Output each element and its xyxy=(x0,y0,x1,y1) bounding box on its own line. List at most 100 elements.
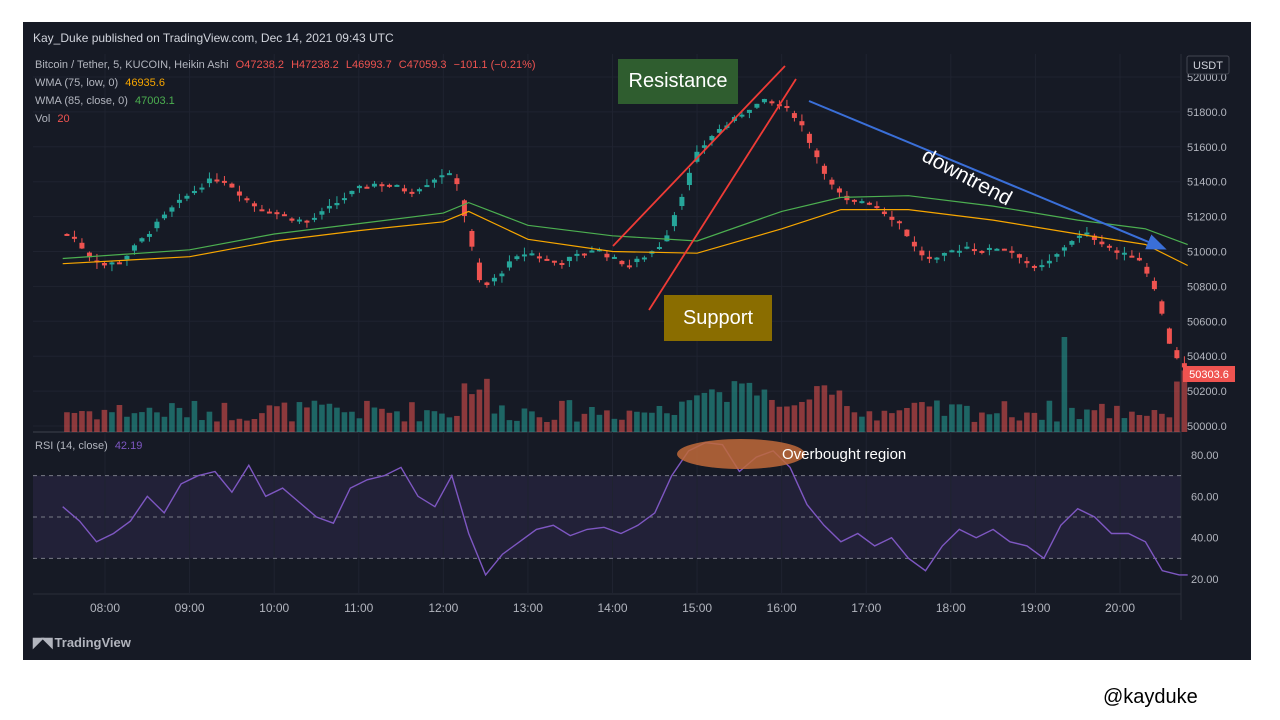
volume-bar xyxy=(394,411,400,432)
candle-body xyxy=(701,145,707,148)
time-tick-label: 18:00 xyxy=(936,601,966,615)
volume-bar xyxy=(94,419,100,432)
candle-body xyxy=(994,248,1000,251)
candle-body xyxy=(281,214,287,217)
volume-layer xyxy=(64,337,1188,432)
chart-canvas[interactable]: 50000.0 50200.0 50400.0 50600.0 50800.0 51000… xyxy=(23,22,1251,660)
candle-body xyxy=(836,188,842,193)
volume-bar xyxy=(139,412,145,432)
candle-body xyxy=(266,211,272,214)
close-value: C47059.3 xyxy=(398,59,447,71)
chart-frame: Kay_Duke published on TradingView.com, D… xyxy=(23,22,1251,660)
candle-body xyxy=(1174,350,1180,359)
candle-body xyxy=(146,233,152,237)
candle-body xyxy=(754,103,760,108)
volume-bar xyxy=(761,389,768,432)
candle-body xyxy=(131,245,137,251)
change-value: −101.1 (−0.21%) xyxy=(453,59,536,71)
candle-body xyxy=(956,250,962,253)
candle-body xyxy=(874,206,880,209)
volume-bar xyxy=(266,405,273,432)
volume-bar xyxy=(671,414,678,432)
tradingview-brand[interactable]: ◤◥ TradingView xyxy=(33,634,131,651)
volume-bar xyxy=(334,407,340,432)
volume-bar xyxy=(259,413,265,432)
volume-bar xyxy=(274,406,280,432)
volume-bar xyxy=(1106,418,1113,432)
candle-body xyxy=(829,179,835,185)
candle-body xyxy=(86,252,92,258)
volume-bar xyxy=(431,411,438,432)
volume-bar xyxy=(1166,417,1173,432)
price-tick-label: 50600.0 xyxy=(1187,316,1227,328)
volume-bar xyxy=(791,405,798,432)
time-tick-label: 13:00 xyxy=(513,601,543,615)
candle-body xyxy=(716,129,722,133)
candle-body xyxy=(671,215,677,227)
candle-body xyxy=(214,179,220,182)
price-tick-label: 50800.0 xyxy=(1187,281,1227,293)
candle-body xyxy=(559,263,565,266)
support-trendline[interactable] xyxy=(648,78,797,311)
candle-body xyxy=(304,220,310,223)
volume-bar xyxy=(326,403,333,432)
candle-body xyxy=(461,200,467,216)
candle-body xyxy=(1039,265,1045,268)
candle-body xyxy=(79,242,85,249)
time-axis[interactable]: 08:00 09:00 10:00 11:00 12:00 13:00 14:00 15:00… xyxy=(90,601,1135,615)
candle-body xyxy=(356,185,362,189)
price-pane[interactable] xyxy=(33,54,1181,432)
volume-bar xyxy=(979,412,985,432)
currency-badge[interactable] xyxy=(1186,55,1230,75)
candle-body xyxy=(1159,301,1165,314)
candle-body xyxy=(536,256,542,259)
volume-bar xyxy=(491,413,498,432)
volume-bar xyxy=(1084,409,1090,432)
price-axis[interactable]: 50000.0 50200.0 50400.0 50600.0 50800.0 51000… xyxy=(1187,72,1227,433)
rsi-tick-label: 20.00 xyxy=(1191,574,1219,586)
candle-body xyxy=(814,150,820,158)
volume-bar xyxy=(821,385,828,432)
candle-body xyxy=(769,101,775,104)
time-tick-label: 09:00 xyxy=(175,601,205,615)
candle-body xyxy=(851,199,857,202)
rsi-band-fill xyxy=(33,475,1181,559)
candle-body xyxy=(274,212,280,215)
volume-bar xyxy=(859,416,865,432)
wma75-value: 46935.6 xyxy=(125,77,165,89)
volume-bar xyxy=(401,421,408,432)
volume-bar xyxy=(551,419,558,432)
candle-body xyxy=(521,254,527,257)
resistance-trendline[interactable] xyxy=(612,65,786,247)
volume-bar xyxy=(1181,370,1188,432)
candle-body xyxy=(574,253,580,256)
candle-body xyxy=(664,235,670,242)
candle-body xyxy=(1076,235,1082,238)
volume-bar xyxy=(799,401,805,432)
rsi-axis[interactable]: 20.00 40.00 60.00 80.00 xyxy=(1191,450,1219,586)
downtrend-arrow[interactable] xyxy=(808,100,1167,250)
volume-bar xyxy=(1001,401,1008,432)
overbought-ellipse[interactable] xyxy=(677,439,805,469)
volume-bar xyxy=(446,417,453,432)
volume-bar xyxy=(214,421,220,432)
candle-body xyxy=(64,233,70,236)
volume-bar xyxy=(1121,418,1128,432)
volume-bar xyxy=(851,412,858,432)
candle-body xyxy=(1001,248,1007,251)
rsi-tick-label: 40.00 xyxy=(1191,533,1219,545)
candle-body xyxy=(334,203,340,206)
volume-bar xyxy=(776,406,783,432)
volume-bar xyxy=(499,405,505,432)
price-tick-label: 50200.0 xyxy=(1187,386,1227,398)
volume-bar xyxy=(904,407,910,432)
volume-bar xyxy=(356,418,363,432)
last-price-label: 50303.6 xyxy=(1189,369,1229,381)
currency-label: USDT xyxy=(1193,60,1223,72)
volume-bar xyxy=(656,405,663,432)
candle-body xyxy=(656,246,662,249)
volume-bar xyxy=(806,399,813,432)
time-tick-label: 11:00 xyxy=(344,601,373,615)
rsi-pane[interactable] xyxy=(33,434,1181,594)
volume-bar xyxy=(424,410,430,432)
